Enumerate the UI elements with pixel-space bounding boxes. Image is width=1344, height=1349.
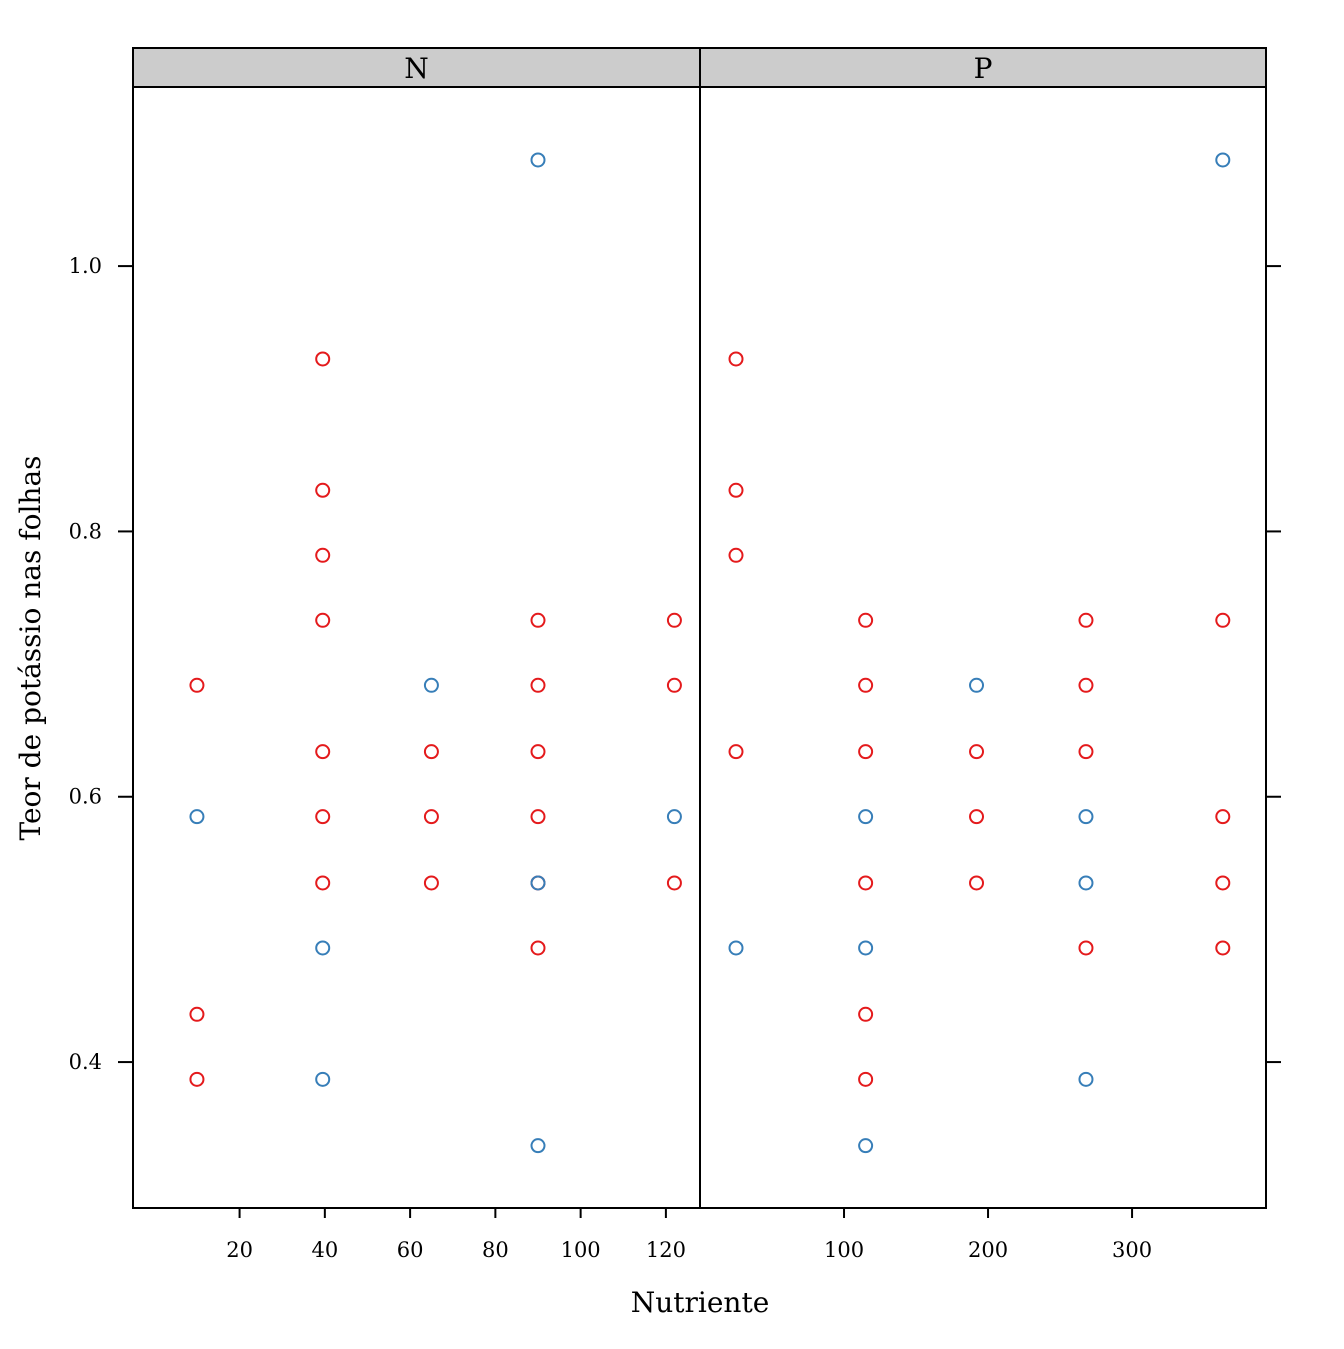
- data-point-red: [969, 744, 985, 760]
- data-point-red: [858, 1071, 874, 1087]
- x-tick-label: 60: [397, 1238, 424, 1262]
- x-tick-label: 120: [646, 1238, 686, 1262]
- data-point-blue: [530, 152, 546, 168]
- data-point-red: [666, 612, 682, 628]
- data-point-red: [969, 875, 985, 891]
- data-point-red: [1215, 940, 1231, 956]
- data-point-red: [189, 1071, 205, 1087]
- data-point-blue: [1215, 152, 1231, 168]
- data-point-red: [1215, 809, 1231, 825]
- data-point-blue: [1078, 809, 1094, 825]
- data-point-red: [530, 809, 546, 825]
- data-point-red: [858, 1006, 874, 1022]
- data-point-red: [858, 875, 874, 891]
- data-point-red: [1078, 612, 1094, 628]
- data-point-blue: [858, 1138, 874, 1154]
- data-point-red: [530, 744, 546, 760]
- strip-label-n: N: [404, 52, 429, 85]
- data-point-blue: [1078, 875, 1094, 891]
- data-point-red: [1078, 940, 1094, 956]
- data-point-blue: [858, 940, 874, 956]
- data-point-red: [315, 547, 331, 563]
- data-point-red: [666, 677, 682, 693]
- strip-n: [132, 47, 701, 88]
- data-point-blue: [858, 809, 874, 825]
- y-tick-label: 0.4: [69, 1050, 102, 1074]
- data-point-red: [728, 482, 744, 498]
- data-point-red: [858, 744, 874, 760]
- panel-frame-p: [699, 86, 1267, 1209]
- data-point-red: [315, 351, 331, 367]
- data-point-red: [189, 1006, 205, 1022]
- x-tick-label: 200: [968, 1238, 1008, 1262]
- data-point-red: [530, 677, 546, 693]
- x-axis-title: Nutriente: [631, 1286, 770, 1319]
- data-point-red: [315, 875, 331, 891]
- x-tick-label: 80: [482, 1238, 509, 1262]
- data-point-red: [728, 547, 744, 563]
- y-tick-label: 0.8: [69, 519, 102, 543]
- data-point-red: [423, 809, 439, 825]
- x-tick-label: 20: [226, 1238, 253, 1262]
- x-tick-label: 100: [561, 1238, 601, 1262]
- strip-label-p: P: [974, 52, 993, 85]
- data-point-blue: [315, 1071, 331, 1087]
- strip-p: [699, 47, 1267, 88]
- data-point-red: [315, 612, 331, 628]
- data-point-red: [858, 677, 874, 693]
- panel-frame-n: [132, 86, 701, 1209]
- data-point-blue: [728, 940, 744, 956]
- x-tick-label: 300: [1112, 1238, 1152, 1262]
- data-point-red: [728, 744, 744, 760]
- data-point-red: [969, 809, 985, 825]
- data-point-blue: [530, 1138, 546, 1154]
- y-axis-title: Teor de potássio nas folhas: [14, 455, 47, 840]
- data-point-blue: [969, 677, 985, 693]
- data-point-blue: [1078, 1071, 1094, 1087]
- data-point-red: [1215, 875, 1231, 891]
- data-point-red: [423, 875, 439, 891]
- y-tick-label: 1.0: [69, 254, 102, 278]
- data-point-red: [728, 351, 744, 367]
- x-tick-label: 100: [824, 1238, 864, 1262]
- data-point-red: [423, 744, 439, 760]
- data-point-red: [530, 940, 546, 956]
- data-point-blue: [423, 677, 439, 693]
- data-point-blue: [530, 875, 546, 891]
- data-point-blue: [315, 940, 331, 956]
- data-point-red: [189, 677, 205, 693]
- data-point-red: [530, 612, 546, 628]
- x-tick-label: 40: [311, 1238, 338, 1262]
- data-point-blue: [666, 809, 682, 825]
- data-point-red: [1078, 677, 1094, 693]
- data-point-blue: [189, 809, 205, 825]
- data-point-red: [315, 809, 331, 825]
- data-point-red: [666, 875, 682, 891]
- data-point-red: [315, 482, 331, 498]
- data-point-red: [1215, 612, 1231, 628]
- data-point-red: [1078, 744, 1094, 760]
- data-point-red: [315, 744, 331, 760]
- y-tick-label: 0.6: [69, 785, 102, 809]
- data-point-red: [858, 612, 874, 628]
